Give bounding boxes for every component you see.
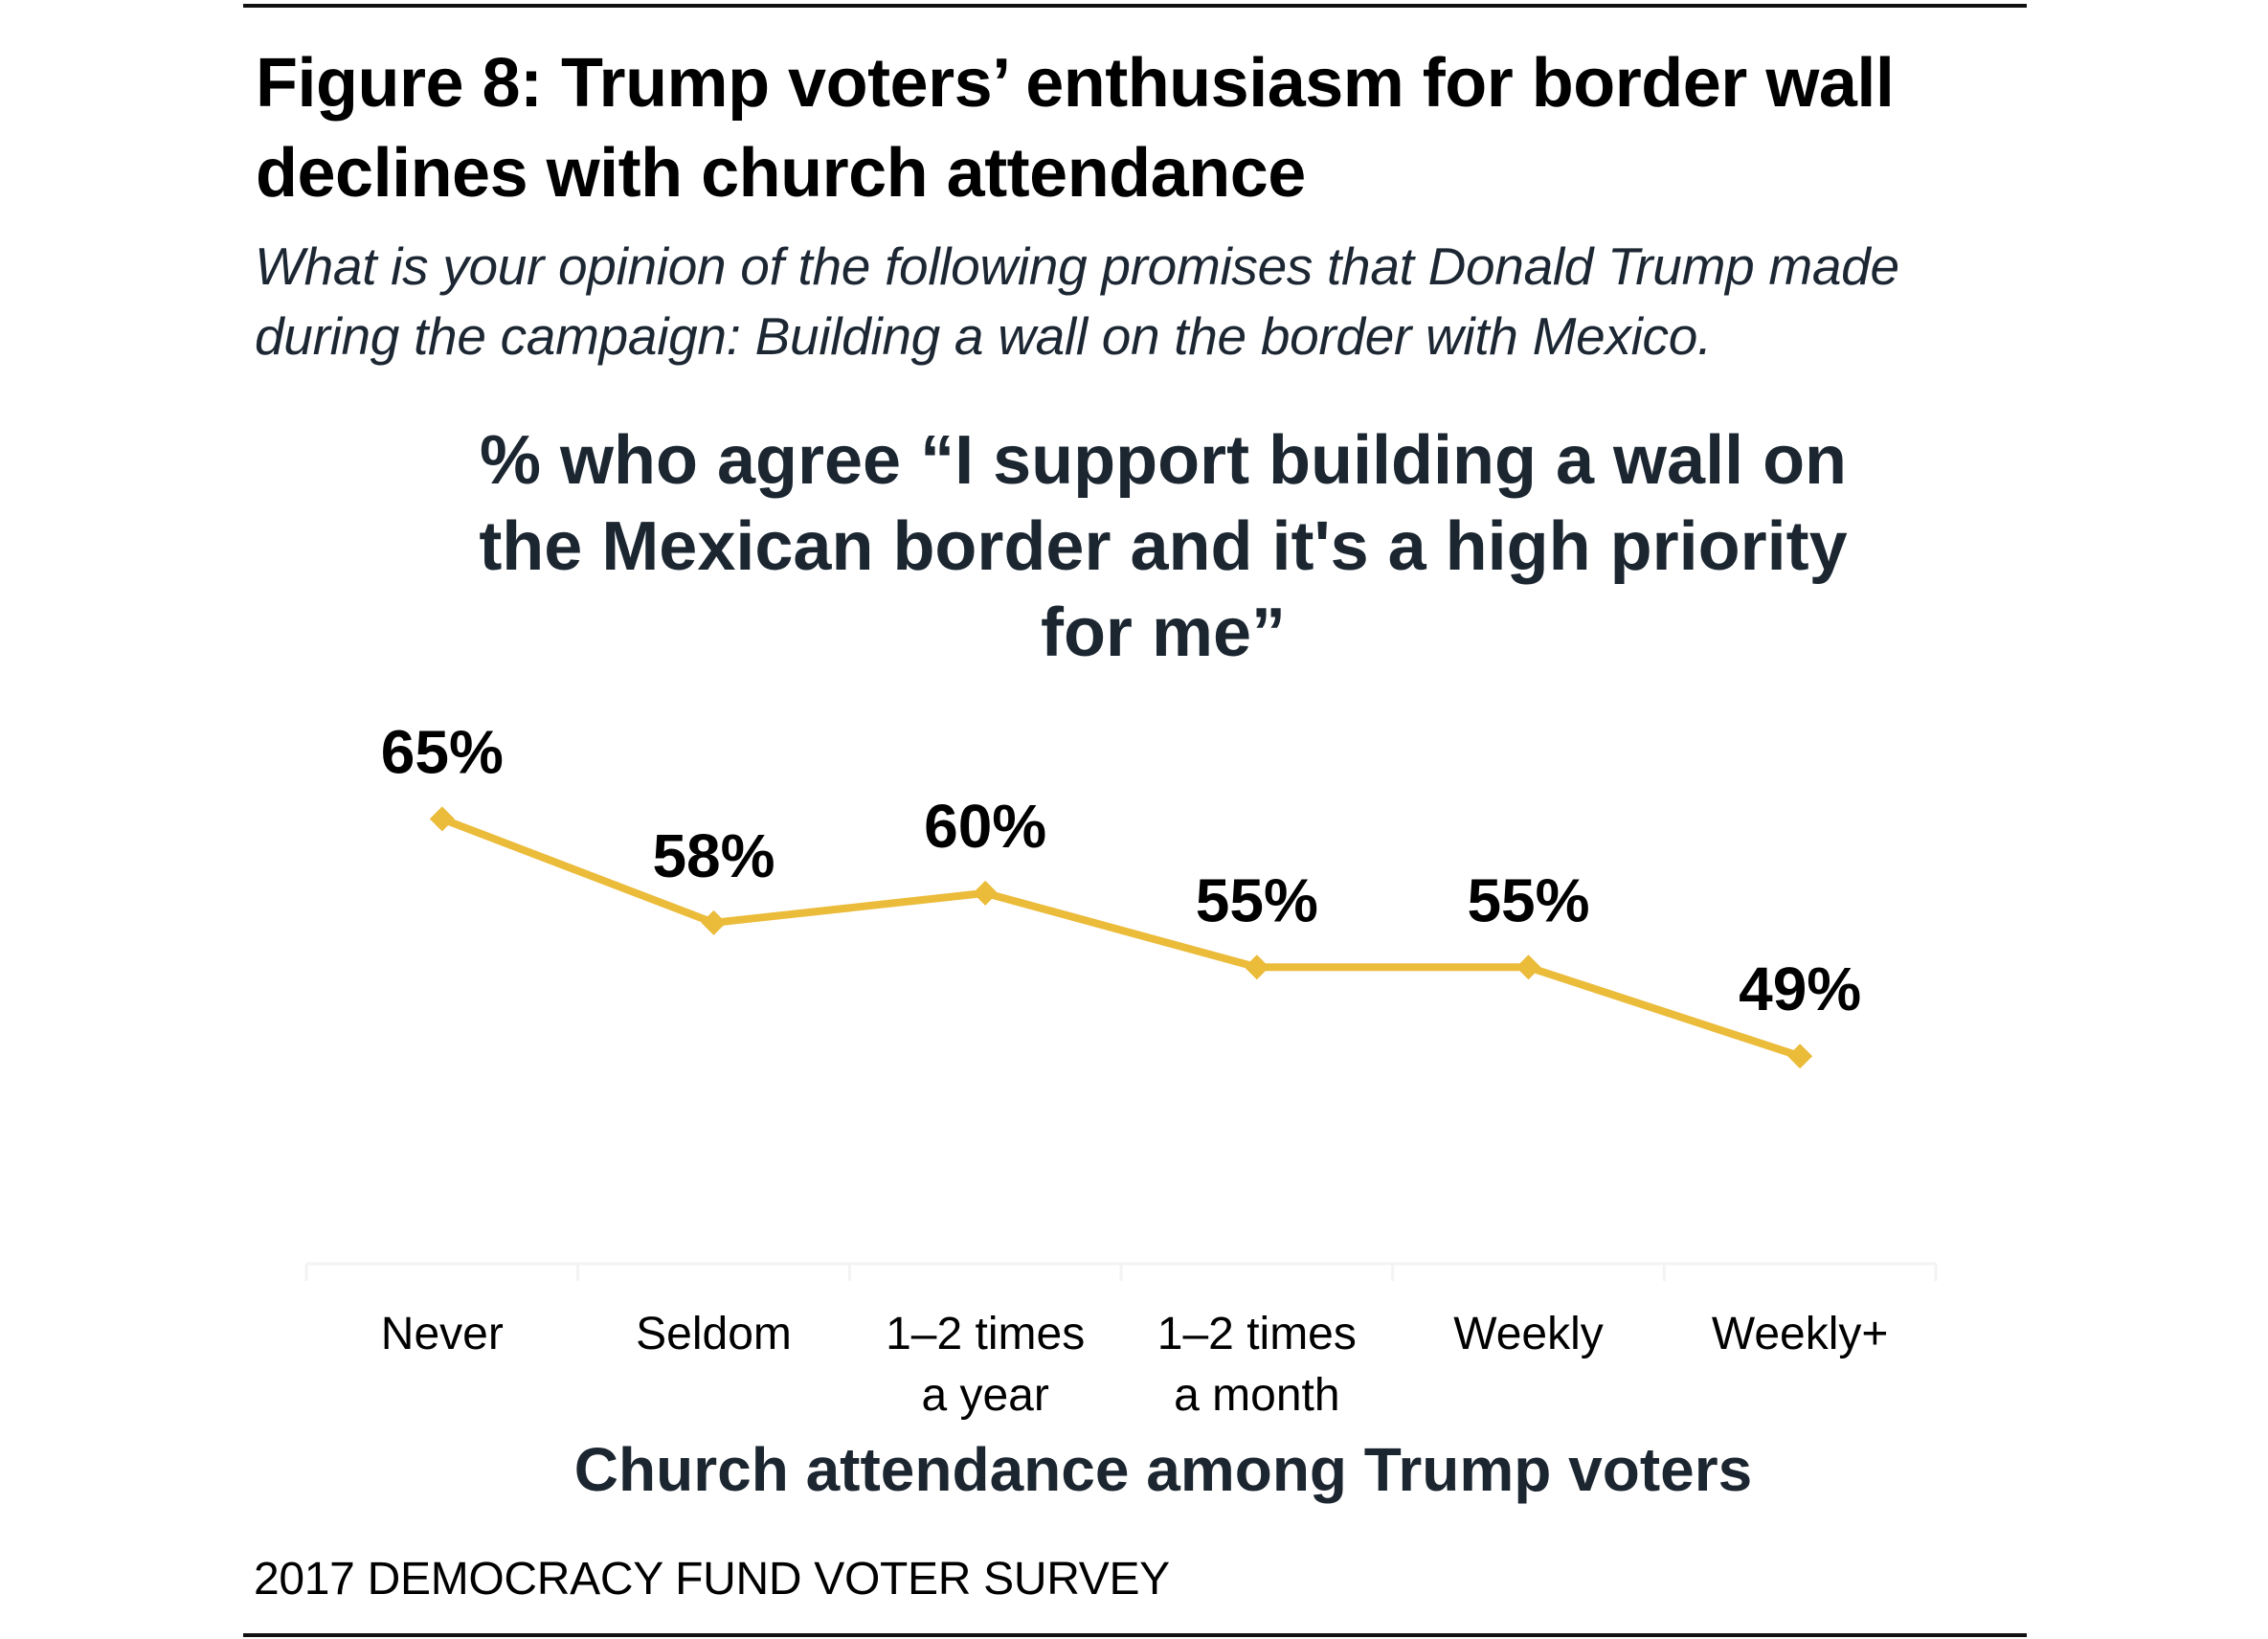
x-tick-label: Weekly+ xyxy=(1712,1309,1889,1359)
data-label: 55% xyxy=(1467,865,1589,934)
data-label: 49% xyxy=(1739,954,1861,1023)
x-axis xyxy=(304,1262,1938,1281)
source-note: 2017 DEMOCRACY FUND VOTER SURVEY xyxy=(254,1554,1170,1605)
x-tick-label: Never xyxy=(381,1309,504,1359)
data-label: 65% xyxy=(381,717,504,786)
data-label: 55% xyxy=(1196,865,1318,934)
chart-title-line-3: for me” xyxy=(1041,595,1286,671)
figure-title-line-2: declines with church attendance xyxy=(256,135,1306,212)
figure-subtitle-line-1: What is your opinion of the following pr… xyxy=(255,236,1899,296)
top-rule xyxy=(243,4,2027,8)
series-line xyxy=(438,815,1805,1061)
chart-title-line-2: the Mexican border and it's a high prior… xyxy=(479,508,1847,585)
x-tick-label: Weekly xyxy=(1453,1309,1604,1359)
x-axis-title: Church attendance among Trump voters xyxy=(574,1435,1752,1504)
figure-subtitle-line-2: during the campaign: Building a wall on … xyxy=(255,306,1712,366)
data-label: 60% xyxy=(924,792,1046,861)
data-point-marker xyxy=(973,880,999,906)
data-point-marker xyxy=(1516,954,1541,980)
data-point-marker xyxy=(701,909,727,935)
data-point-marker xyxy=(429,806,455,832)
x-tick-label: 1–2 times xyxy=(886,1309,1085,1359)
figure-title-line-1: Figure 8: Trump voters’ enthusiasm for b… xyxy=(256,45,1895,122)
figure-subtitle: What is your opinion of the following pr… xyxy=(255,232,2074,371)
chart-title: % who agree “I support building a wall o… xyxy=(479,422,1847,671)
x-tick-label: 1–2 times xyxy=(1157,1309,1357,1359)
data-label: 58% xyxy=(652,821,775,890)
figure-title: Figure 8: Trump voters’ enthusiasm for b… xyxy=(256,38,2036,218)
series-support-wall xyxy=(429,806,1813,1069)
x-tick-label: a year xyxy=(921,1370,1048,1421)
x-tick-labels: Never Seldom 1–2 times a year 1–2 times a mon… xyxy=(381,1309,1889,1421)
data-labels: 65% 58% 60% 55% 55% 49% xyxy=(381,717,1861,1023)
bottom-rule xyxy=(243,1633,2027,1637)
data-point-marker xyxy=(1787,1044,1813,1069)
x-tick-label: a month xyxy=(1174,1370,1339,1421)
x-tick-label: Seldom xyxy=(636,1309,792,1359)
chart-title-line-1: % who agree “I support building a wall o… xyxy=(480,422,1847,499)
data-point-marker xyxy=(1244,954,1269,980)
